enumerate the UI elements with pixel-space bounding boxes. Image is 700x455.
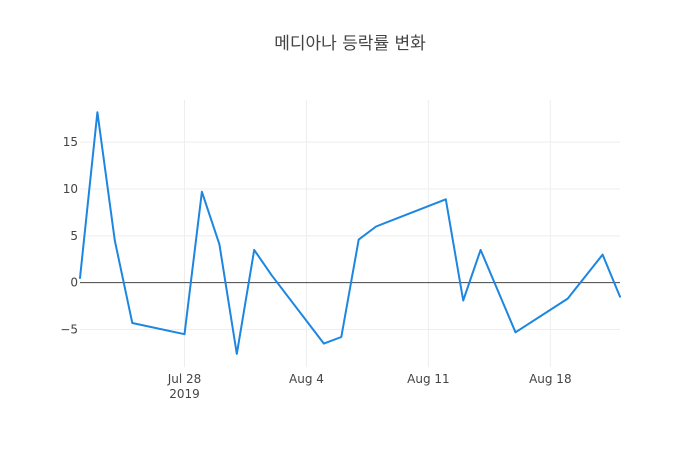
x-tick-label: Aug 11 — [407, 372, 450, 386]
y-axis: −5 0 5 10 15 — [60, 135, 78, 336]
y-tick-label: 5 — [70, 229, 78, 243]
x-tick-label: Aug 4 — [289, 372, 324, 386]
y-tick-label: 0 — [70, 276, 78, 290]
series-line — [79, 111, 621, 355]
x-tick-label: Jul 28 — [167, 372, 202, 386]
y-tick-label: 10 — [63, 182, 78, 196]
x-tick-year-label: 2019 — [169, 387, 200, 401]
grid-layer — [80, 100, 620, 367]
series-layer — [79, 111, 621, 355]
y-tick-label: −5 — [60, 323, 78, 337]
x-tick-label: Aug 18 — [529, 372, 572, 386]
chart-title: 메디아나 등락률 변화 — [274, 34, 426, 54]
y-tick-label: 15 — [63, 135, 78, 149]
